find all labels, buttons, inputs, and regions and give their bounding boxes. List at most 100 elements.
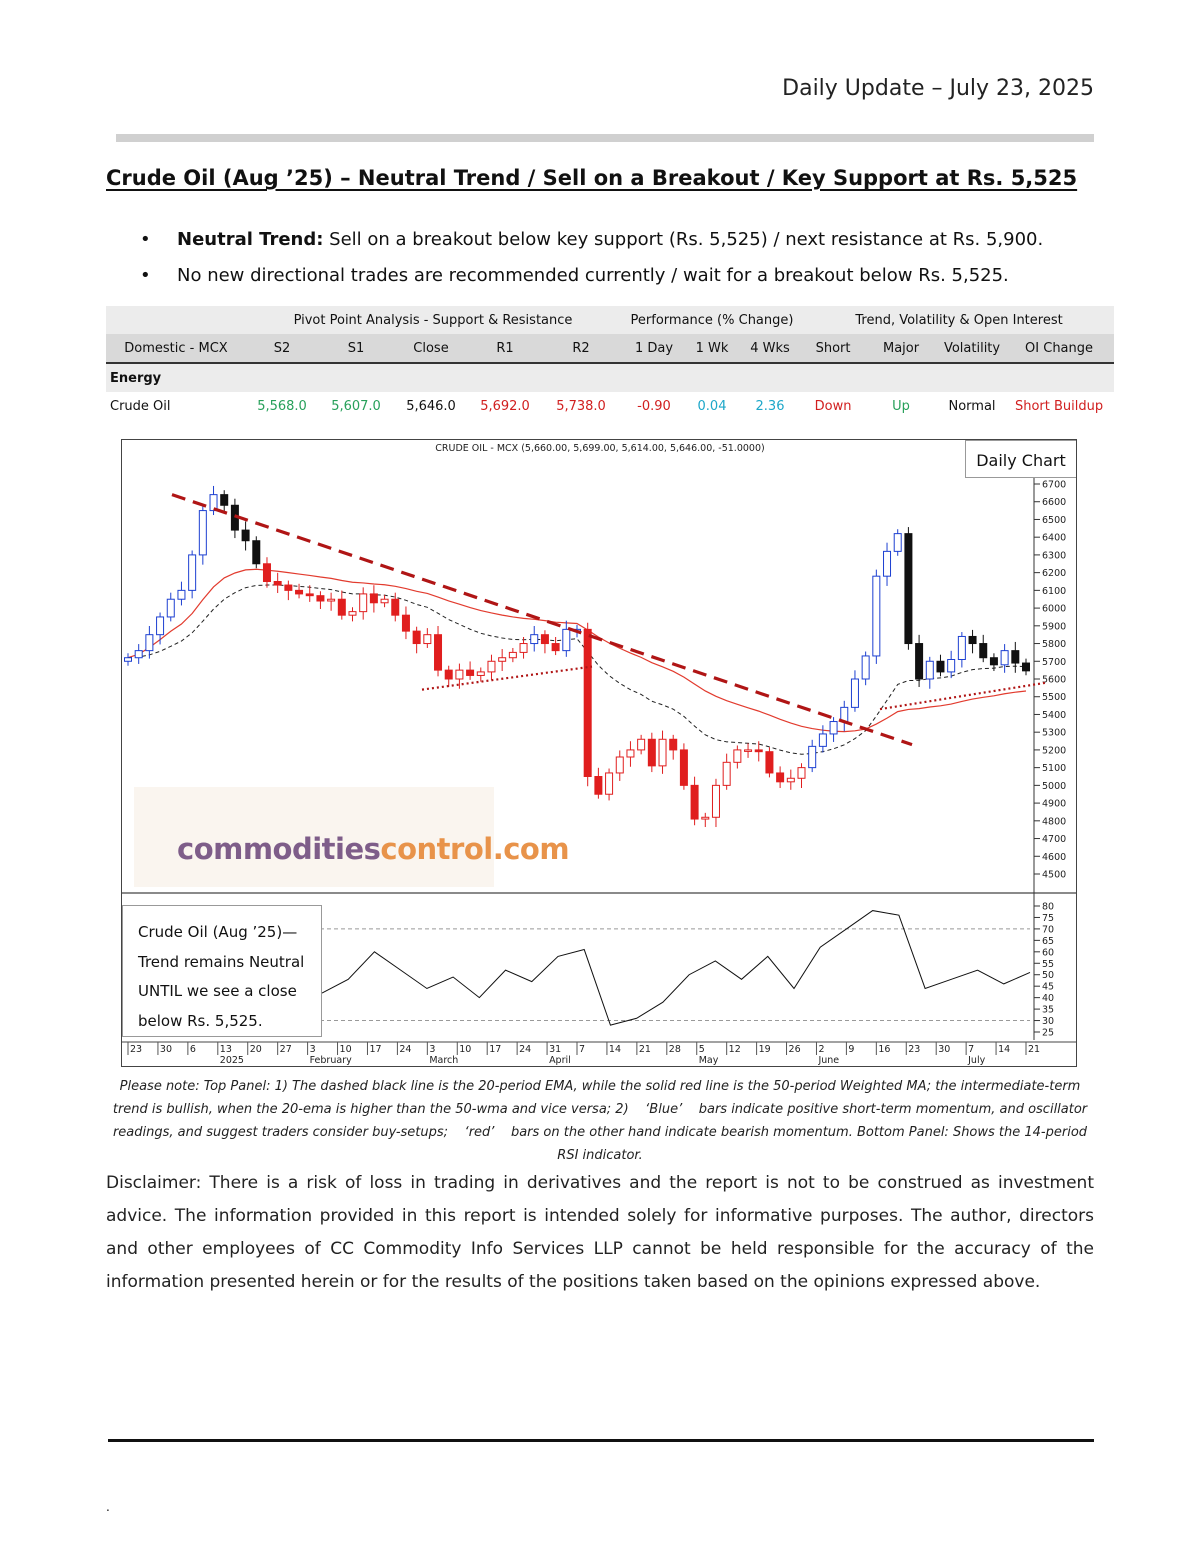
date-tick-label: 20 [250, 1044, 262, 1055]
candle-body [605, 772, 614, 795]
date-tick-label: 31 [549, 1044, 561, 1055]
candle-body [423, 634, 432, 645]
candle-body [594, 776, 603, 795]
bullet-bold: Neutral Trend: [177, 229, 324, 250]
date-tick-label: 17 [489, 1044, 501, 1055]
date-tick-label: 14 [998, 1044, 1010, 1055]
group-pivot: Pivot Point Analysis - Support & Resista… [246, 306, 620, 334]
resistance-trendline [171, 493, 913, 747]
candle-body [968, 635, 977, 645]
candle-body [156, 616, 165, 636]
watermark-box [134, 787, 494, 887]
date-tick-label: 19 [759, 1044, 771, 1055]
candle-body [669, 738, 678, 751]
rsi-note-line: Crude Oil (Aug ’25)— [138, 923, 298, 941]
cell-major: Up [862, 392, 941, 420]
candle-body [252, 540, 261, 565]
candle-body [829, 721, 838, 735]
date-tick-label: 12 [729, 1044, 741, 1055]
date-tick-label: 30 [160, 1044, 172, 1055]
date-tick-label: 10 [459, 1044, 471, 1055]
candle-body [776, 772, 785, 783]
footer-rule [108, 1439, 1094, 1442]
candle-body [166, 598, 175, 618]
candle-body [562, 628, 571, 652]
price-tick-label: 5000 [1042, 781, 1066, 792]
price-tick-label: 6400 [1042, 533, 1066, 544]
date-tick-label: 7 [968, 1044, 974, 1055]
cell-short: Down [804, 392, 863, 420]
rsi-note-line: below Rs. 5,525. [138, 1011, 263, 1030]
support-trendline [421, 665, 593, 691]
candle-body [786, 777, 795, 783]
candle-body [380, 598, 389, 604]
date-tick-label: 28 [669, 1044, 681, 1055]
month-label: May [699, 1055, 719, 1066]
candle-body [530, 634, 539, 645]
candle-body [647, 738, 656, 767]
candle-body [359, 593, 368, 613]
candle-body [401, 614, 410, 632]
bullet-text: No new directional trades are recommende… [177, 265, 1009, 286]
month-label: 2025 [220, 1055, 244, 1066]
bullet-text: Sell on a breakout below key support (Rs… [323, 229, 1044, 250]
cell-r2: 5,738.0 [542, 392, 620, 420]
month-label: February [310, 1055, 352, 1066]
candle-body [487, 660, 496, 673]
candle-body [711, 784, 720, 818]
candle-body [295, 589, 304, 595]
price-tick-label: 6200 [1042, 568, 1066, 579]
cell-close: 5,646.0 [394, 392, 468, 420]
chart-svg: CRUDE OIL - MCX (5,660.00, 5,699.00, 5,6… [122, 443, 1076, 1066]
candle-body [583, 628, 592, 777]
candle-body [850, 678, 859, 708]
footer-dot: . [106, 1500, 110, 1514]
candle-body [348, 611, 357, 616]
price-tick-label: 6000 [1042, 604, 1066, 615]
candle-body [124, 657, 132, 662]
date-tick-label: 14 [609, 1044, 621, 1055]
candle-body [872, 575, 881, 657]
rsi-note-line: UNTIL we see a close [138, 982, 297, 1000]
price-tick-label: 5200 [1042, 745, 1066, 756]
key-points: Neutral Trend: Sell on a breakout below … [140, 222, 1043, 294]
month-label: July [967, 1055, 985, 1066]
candle-body [733, 749, 742, 763]
cell-4wks: 2.36 [736, 392, 805, 420]
price-tick-label: 4600 [1042, 852, 1066, 863]
month-label: June [817, 1055, 839, 1066]
candle-body [658, 738, 667, 767]
price-tick-label: 5800 [1042, 639, 1066, 650]
rsi-tick-label: 80 [1042, 902, 1054, 913]
candle-body [893, 533, 902, 552]
date-tick-label: 30 [938, 1044, 950, 1055]
date-tick-label: 23 [908, 1044, 920, 1055]
candle-body [808, 745, 817, 769]
disclaimer: Disclaimer: There is a risk of loss in t… [106, 1173, 1094, 1292]
candle-body [540, 634, 549, 645]
date-tick-label: 21 [1028, 1044, 1040, 1055]
candle-body [701, 816, 710, 820]
candle-body [145, 634, 154, 652]
candle-body [722, 761, 731, 786]
rsi-line [321, 910, 1031, 1026]
cell-s1: 5,607.0 [318, 392, 394, 420]
col-header: 4 Wks [736, 334, 805, 364]
candle-body [989, 657, 998, 666]
chart-title: CRUDE OIL - MCX (5,660.00, 5,699.00, 5,6… [435, 443, 764, 454]
candle-body [498, 657, 507, 662]
cell-1wk: 0.04 [688, 392, 736, 420]
rsi-tick-label: 35 [1042, 1005, 1054, 1016]
rsi-tick-label: 40 [1042, 993, 1054, 1004]
rsi-tick-label: 70 [1042, 924, 1054, 935]
candle-body [818, 733, 827, 747]
candle-body [979, 643, 988, 659]
date-tick-label: 13 [220, 1044, 232, 1055]
bullet-item: Neutral Trend: Sell on a breakout below … [140, 222, 1043, 258]
cell-1day: -0.90 [620, 392, 688, 420]
candle-body [1000, 650, 1009, 666]
price-tick-label: 6700 [1042, 480, 1066, 491]
report-title: Crude Oil (Aug ’25) – Neutral Trend / Se… [106, 166, 1078, 190]
candle-body [883, 550, 892, 577]
chart-note: Please note: Top Panel: 1) The dashed bl… [112, 1079, 1088, 1163]
